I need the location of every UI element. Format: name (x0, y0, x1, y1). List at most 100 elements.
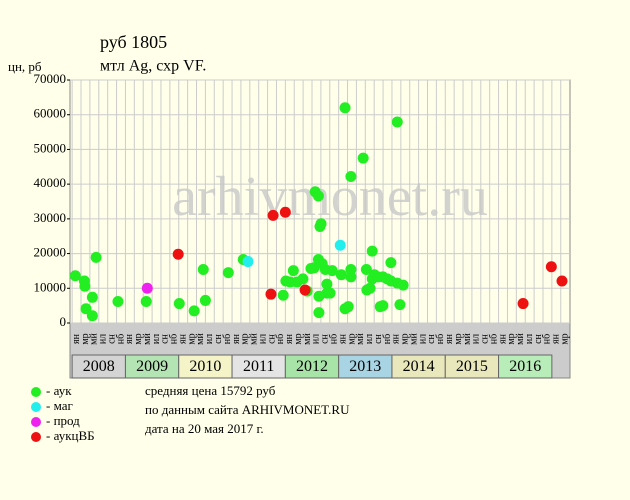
point (86, 291, 98, 303)
period-label: мй (462, 333, 473, 345)
period-label: мй (142, 333, 153, 345)
period-label: ян (231, 333, 242, 344)
point (315, 218, 327, 230)
point (360, 264, 372, 276)
point (299, 284, 311, 296)
period-label: мр (186, 333, 197, 344)
y-tick-label: 50000 (34, 140, 67, 155)
period-label: мр (80, 333, 91, 344)
legend-label: - аук (46, 383, 72, 398)
period-label: мр (293, 333, 304, 344)
period-label: нб (222, 334, 233, 344)
period-label: ян (391, 333, 402, 344)
legend-marker (31, 387, 41, 397)
period-label: ян (551, 333, 562, 344)
period-label: сн (533, 333, 544, 343)
legend-label: - прод (46, 413, 80, 428)
note: по данным сайта ARHIVMONET.RU (145, 402, 350, 417)
point (545, 261, 557, 273)
point (334, 239, 346, 251)
year-label: 2009 (136, 358, 168, 375)
period-label: ил (257, 334, 268, 344)
y-tick-label: 0 (60, 314, 67, 329)
legend-label: - аукцВБ (46, 428, 95, 443)
note: средняя цена 15792 руб (145, 383, 276, 398)
period-label: нб (275, 334, 286, 344)
period-label: ил (98, 334, 109, 344)
point (277, 289, 289, 301)
period-label: ил (151, 334, 162, 344)
period-label: нб (435, 334, 446, 344)
point (140, 295, 152, 307)
point (141, 282, 153, 294)
legend-label: - маг (46, 398, 73, 413)
watermark: arhivmonet.ru (172, 166, 488, 228)
period-label: мй (408, 333, 419, 345)
y-axis-label: цн, рб (8, 59, 42, 74)
point (313, 307, 325, 319)
y-tick-label: 70000 (34, 71, 67, 86)
year-label: 2010 (189, 358, 221, 375)
point (79, 280, 91, 292)
point (517, 298, 529, 310)
point (321, 278, 333, 290)
point (366, 245, 378, 257)
period-label: ян (177, 333, 188, 344)
year-label: 2016 (509, 358, 541, 375)
period-label: нб (329, 334, 340, 344)
point (173, 298, 185, 310)
legend-marker (31, 417, 41, 427)
period-label: ян (71, 333, 82, 344)
period-label: нб (488, 334, 499, 344)
point (69, 270, 81, 282)
year-label: 2008 (83, 358, 115, 375)
point (188, 305, 200, 317)
legend-marker (31, 432, 41, 442)
period-label: ил (204, 334, 215, 344)
period-label: ян (284, 333, 295, 344)
period-label: нб (169, 334, 180, 344)
point (385, 257, 397, 269)
point (556, 275, 568, 287)
period-label: мр (559, 333, 570, 344)
y-tick-label: 30000 (34, 210, 67, 225)
point (287, 265, 299, 277)
point (335, 269, 347, 281)
period-label: мр (453, 333, 464, 344)
period-label: сн (266, 333, 277, 343)
note: дата на 20 мая 2017 г. (145, 421, 264, 436)
period-label: ян (124, 333, 135, 344)
point (326, 265, 338, 277)
period-label: ян (337, 333, 348, 344)
period-label: мй (515, 333, 526, 345)
point (377, 300, 389, 312)
period-label: мй (302, 333, 313, 345)
period-label: ил (364, 334, 375, 344)
year-band (498, 354, 553, 379)
period-label: ил (417, 334, 428, 344)
period-label: ян (444, 333, 455, 344)
period-label: мр (506, 333, 517, 344)
point (199, 294, 211, 306)
point (339, 102, 351, 114)
period-label: мй (355, 333, 366, 345)
year-label: 2012 (296, 358, 328, 375)
point (279, 206, 291, 218)
period-label: сн (213, 333, 224, 343)
point (90, 251, 102, 263)
y-tick-label: 40000 (34, 175, 67, 190)
point (112, 295, 124, 307)
period-label: ил (311, 334, 322, 344)
point (324, 287, 336, 299)
period-label: мр (240, 333, 251, 344)
period-label: сн (320, 333, 331, 343)
period-label: мр (400, 333, 411, 344)
y-tick-label: 20000 (34, 245, 67, 260)
period-label: ил (471, 334, 482, 344)
point (197, 264, 209, 276)
point (265, 288, 277, 300)
period-label: нб (542, 334, 553, 344)
point (394, 299, 406, 311)
period-label: нб (382, 334, 393, 344)
